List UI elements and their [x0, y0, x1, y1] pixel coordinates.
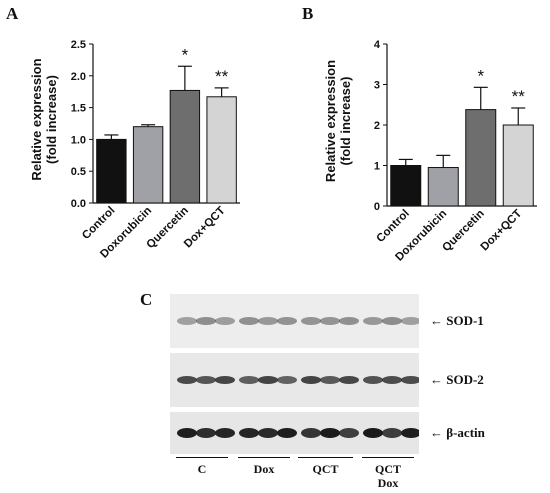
significance-marker: *: [182, 45, 189, 64]
blot-strip-sod1: [170, 294, 421, 348]
y-tick-label: 1.0: [71, 134, 86, 146]
blot-band: [320, 317, 340, 325]
blot-label-actin: ← β-actin: [430, 425, 485, 440]
y-axis-label: Relative expression(fold increase): [323, 60, 353, 182]
bar-dox-qct: [206, 96, 237, 204]
blot-bands-sod2: [177, 376, 421, 384]
significance-marker: *: [477, 66, 484, 85]
blot-band: [196, 376, 216, 384]
significance-marker: **: [512, 87, 526, 106]
blot-band: [363, 428, 383, 438]
blot-band: [339, 428, 359, 438]
blot-band: [239, 376, 259, 384]
significance-marker: **: [215, 67, 229, 86]
blot-band: [363, 317, 383, 325]
blot-band: [215, 428, 235, 438]
blot-band: [177, 428, 197, 438]
blot-band: [239, 317, 259, 325]
y-tick-label: 3: [374, 80, 380, 92]
blot-band: [320, 376, 340, 384]
blot-band: [382, 428, 402, 438]
blot-band: [301, 428, 321, 438]
y-tick-label: 0: [374, 201, 380, 213]
y-tick-label: 2.5: [71, 39, 86, 51]
y-tick-label: 0.5: [71, 166, 86, 178]
panel-a-letter: A: [6, 4, 19, 23]
lane-label-qct: QCT: [312, 462, 339, 476]
blot-strip-actin: [170, 412, 421, 454]
arrow-left-icon: ←: [430, 425, 447, 440]
blot-label-sod1: ← SOD-1: [430, 313, 484, 328]
blot-band: [401, 376, 421, 384]
blot-band: [277, 317, 297, 325]
blot-strip-sod2: [170, 353, 421, 407]
bar-quercetin: [465, 109, 497, 207]
lane-label-dox: Dox: [253, 462, 275, 476]
blot-band: [382, 376, 402, 384]
blot-band: [215, 376, 235, 384]
blot-band: [258, 376, 278, 384]
blot-band: [339, 317, 359, 325]
lane-sublabel-qct-dox: Dox: [377, 476, 399, 490]
blot-band: [363, 376, 383, 384]
blot-band: [215, 317, 235, 325]
lane-group-line-qct-dox: [362, 457, 414, 458]
blot-band: [401, 317, 421, 325]
blot-band: [401, 428, 421, 438]
blot-band: [258, 428, 278, 438]
y-tick-label: 2: [374, 120, 380, 132]
blot-band: [339, 376, 359, 384]
lane-group-line-qct: [298, 457, 353, 458]
blot-band: [196, 428, 216, 438]
y-tick-label: 0.0: [71, 198, 86, 210]
blot-band: [301, 376, 321, 384]
y-tick-label: 1.5: [71, 103, 86, 115]
lane-group-line-c: [176, 457, 228, 458]
blot-band: [239, 428, 259, 438]
blot-bands-actin: [177, 428, 421, 438]
blot-bands-sod1: [177, 317, 421, 325]
blot-band: [382, 317, 402, 325]
blot-band: [277, 376, 297, 384]
blot-band: [301, 317, 321, 325]
y-tick-label: 4: [374, 39, 381, 51]
blot-band: [196, 317, 216, 325]
blot-band: [277, 428, 297, 438]
bar-quercetin: [169, 89, 201, 204]
blot-band: [177, 317, 197, 325]
blot-label-sod2: ← SOD-2: [430, 372, 484, 387]
panel-b-letter: B: [302, 4, 314, 23]
bar-control: [390, 165, 422, 207]
lane-label-qct-dox: QCT: [374, 462, 401, 476]
panel-c-letter: C: [140, 290, 153, 309]
arrow-left-icon: ←: [430, 313, 447, 328]
bar-doxorubicin: [427, 167, 459, 207]
lane-group-line-dox: [238, 457, 290, 458]
lane-label-c: C: [197, 462, 207, 476]
blot-band: [258, 317, 278, 325]
blot-band: [320, 428, 340, 438]
blot-band: [177, 376, 197, 384]
y-tick-label: 2.0: [71, 71, 86, 83]
bar-chart-a: 0.0 0.5 1.0 1.5 2.0 2.5 Relative expression(fo…: [29, 39, 240, 261]
arrow-left-icon: ←: [430, 372, 447, 387]
y-axis-label: Relative expression(fold increase): [29, 58, 59, 180]
bar-doxorubicin: [132, 126, 164, 204]
y-tick-label: 1: [374, 161, 380, 173]
